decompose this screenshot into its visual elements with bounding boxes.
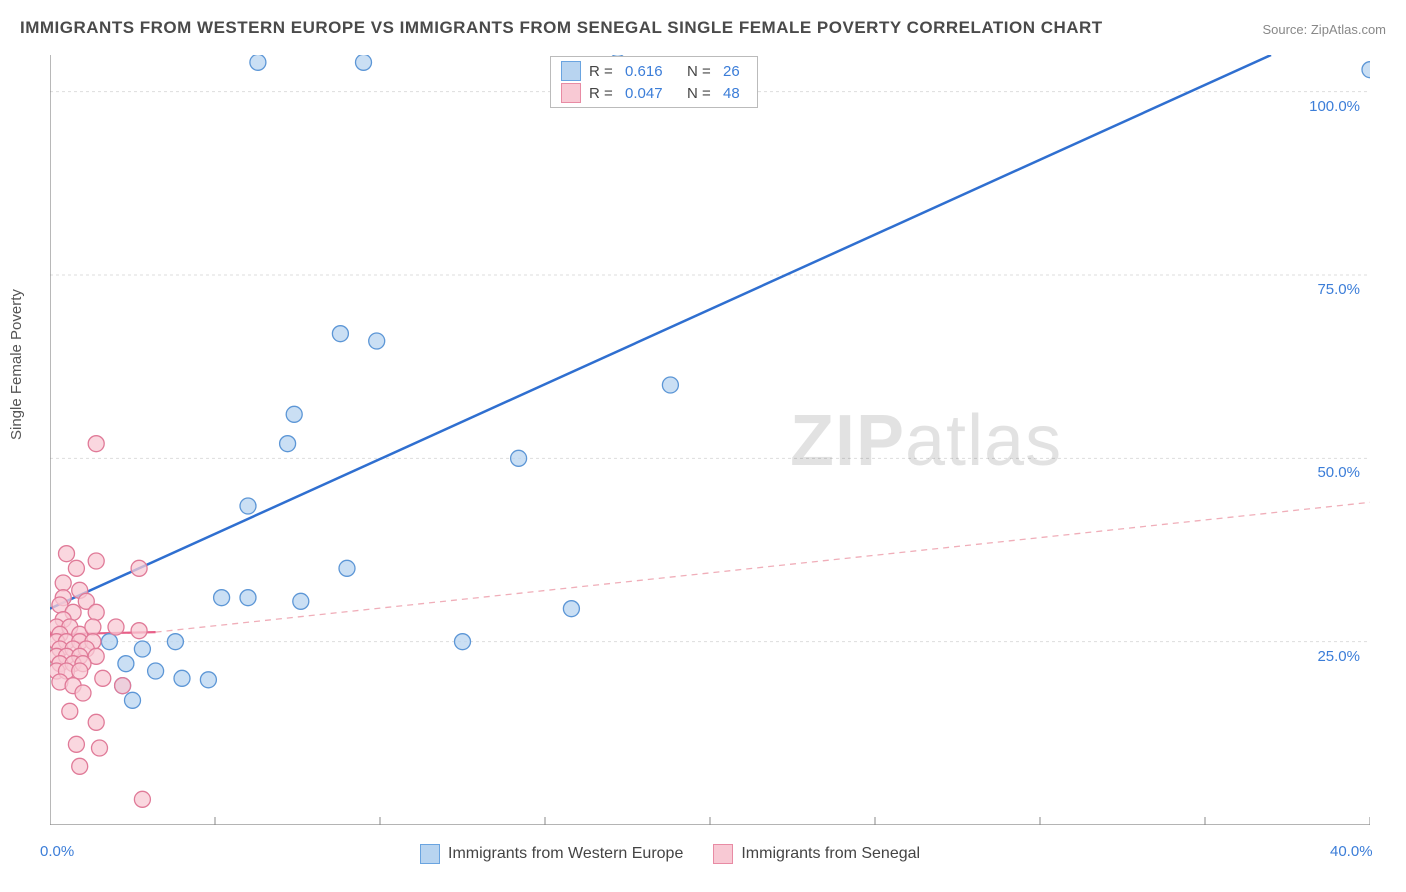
legend-stat-row: R = 0.616 N = 26 (561, 61, 747, 81)
n-label: N = (687, 85, 715, 102)
chart-title: IMMIGRANTS FROM WESTERN EUROPE VS IMMIGR… (20, 18, 1103, 38)
r-value: 0.616 (625, 63, 679, 80)
legend-stats: R = 0.616 N = 26 R = 0.047 N = 48 (550, 56, 758, 108)
legend-series-item: Immigrants from Senegal (713, 844, 920, 864)
n-value: 26 (723, 63, 747, 80)
x-axis-min-label: 0.0% (40, 843, 74, 860)
plot-svg (50, 55, 1370, 825)
n-label: N = (687, 63, 715, 80)
r-value: 0.047 (625, 85, 679, 102)
legend-swatch (561, 83, 581, 103)
r-label: R = (589, 85, 617, 102)
legend-series-item: Immigrants from Western Europe (420, 844, 683, 864)
legend-swatch (713, 844, 733, 864)
y-axis-label: Single Female Poverty (8, 289, 25, 440)
y-tick-label: 25.0% (1300, 648, 1360, 665)
y-tick-label: 100.0% (1300, 98, 1360, 115)
legend-swatch (420, 844, 440, 864)
legend-series: Immigrants from Western Europe Immigrants… (420, 844, 920, 864)
legend-series-label: Immigrants from Senegal (741, 845, 920, 863)
n-value: 48 (723, 85, 747, 102)
legend-series-label: Immigrants from Western Europe (448, 845, 683, 863)
x-axis-max-label: 40.0% (1330, 843, 1373, 860)
legend-swatch (561, 61, 581, 81)
r-label: R = (589, 63, 617, 80)
source-text: Source: ZipAtlas.com (1262, 22, 1386, 37)
y-tick-label: 50.0% (1300, 464, 1360, 481)
chart-container: IMMIGRANTS FROM WESTERN EUROPE VS IMMIGR… (0, 0, 1406, 892)
y-tick-label: 75.0% (1300, 281, 1360, 298)
legend-stat-row: R = 0.047 N = 48 (561, 83, 747, 103)
